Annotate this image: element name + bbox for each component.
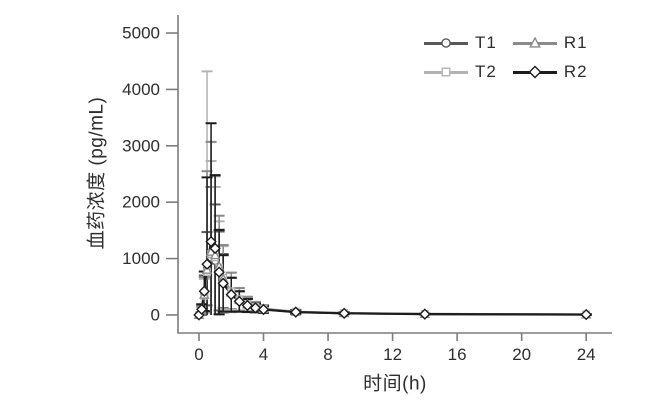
diamond-marker-icon <box>217 277 229 290</box>
legend-item-T1: T1 <box>424 33 497 53</box>
diamond-marker-icon <box>241 299 254 312</box>
x-tick-label: 20 <box>512 345 531 364</box>
circle-marker-icon <box>441 38 451 48</box>
legend-swatch-T1 <box>424 36 468 50</box>
diamond-marker-icon <box>195 303 208 316</box>
error-bars-T2 <box>196 70 592 316</box>
y-tick-label: 2000 <box>122 193 160 212</box>
diamond-marker-icon <box>257 303 270 316</box>
y-tick-label: 3000 <box>122 136 160 155</box>
y-tick-label: 1000 <box>122 249 160 268</box>
diamond-marker-icon <box>205 235 217 248</box>
y-axis-title: 血药浓度 (pg/mL) <box>86 96 108 250</box>
axis-spines <box>177 15 612 334</box>
legend-item-R2: R2 <box>512 62 588 82</box>
x-tick-label: 12 <box>383 345 402 364</box>
legend-circle-icon <box>441 38 451 48</box>
x-tick-label: 8 <box>323 345 332 364</box>
y-tick-label: 4000 <box>122 80 160 99</box>
error-bars-R1 <box>196 140 592 316</box>
triangle-marker-icon <box>209 249 221 260</box>
x-axis-title: 时间(h) <box>363 373 427 395</box>
diamond-marker-icon <box>213 266 225 278</box>
legend-item-R1: R1 <box>512 33 588 53</box>
legend-label-T2: T2 <box>475 62 497 81</box>
legend-swatch-R2 <box>512 65 557 79</box>
diamond-marker-icon <box>198 285 211 297</box>
legend-swatch-T2 <box>424 65 468 79</box>
legend: T1 R1 T2 R2 <box>424 33 588 82</box>
legend-label-T1: T1 <box>475 33 497 52</box>
legend-item-T2: T2 <box>424 62 497 82</box>
x-tick-label: 16 <box>448 345 467 364</box>
diamond-marker-icon <box>249 302 262 314</box>
series-markers-R2 <box>193 235 592 321</box>
legend-triangle-icon <box>528 36 541 48</box>
legend-label-R1: R1 <box>563 33 588 52</box>
square-marker-icon <box>441 67 451 77</box>
diamond-marker-icon <box>528 65 542 79</box>
legend-label-R2: R2 <box>563 62 588 81</box>
diamond-marker-icon <box>233 295 246 308</box>
diamond-marker-icon <box>338 307 350 320</box>
legend-swatch-R1 <box>512 36 557 50</box>
x-tick-label: 4 <box>259 345 268 364</box>
diamond-marker-icon <box>201 258 213 270</box>
diamond-marker-icon <box>290 306 302 318</box>
legend-diamond-icon <box>528 65 542 79</box>
error-bars-R2 <box>196 122 592 316</box>
y-tick-label: 0 <box>151 305 160 324</box>
diamond-marker-icon <box>209 242 221 255</box>
y-tick-label: 5000 <box>122 24 160 43</box>
error-bars-T1 <box>196 185 592 316</box>
triangle-marker-icon <box>528 36 541 48</box>
diamond-marker-icon <box>580 308 592 321</box>
x-tick-label: 0 <box>194 345 203 364</box>
legend-square-icon <box>441 67 451 77</box>
diamond-marker-icon <box>419 308 431 320</box>
diamond-marker-icon <box>225 288 237 301</box>
x-tick-label: 24 <box>577 345 596 364</box>
